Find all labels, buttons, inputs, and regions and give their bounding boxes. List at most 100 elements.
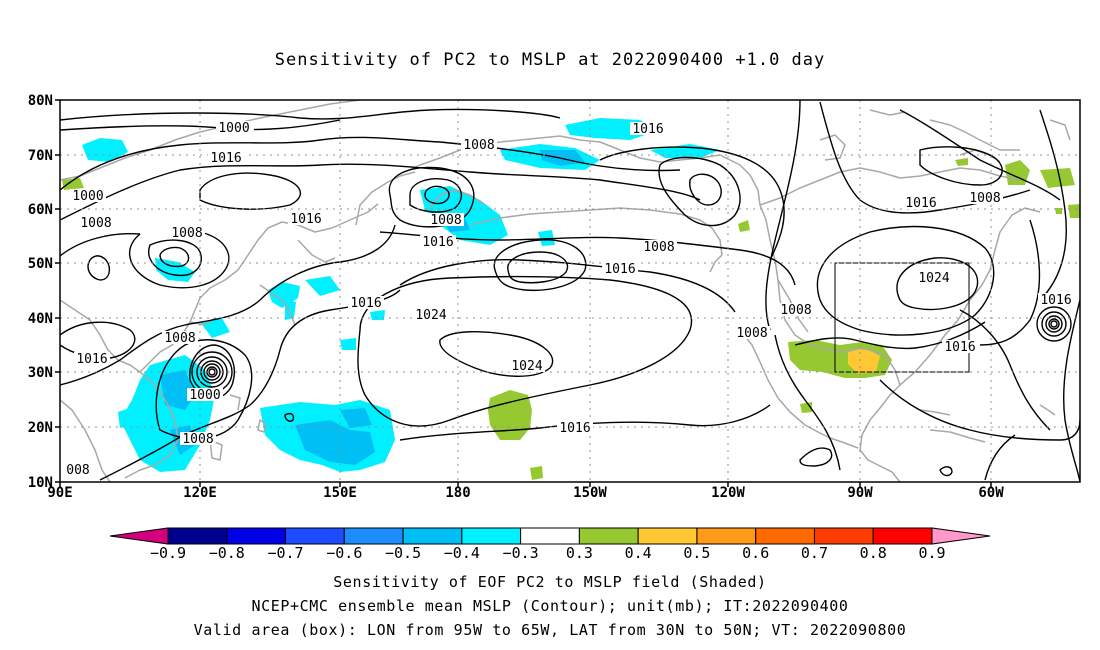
contour-label: 1016: [944, 340, 975, 355]
colorbar-swatch: [696, 527, 757, 545]
contour-label: 1024: [415, 308, 446, 323]
contour-label-bg: [216, 121, 252, 134]
contour-label: 1008: [780, 303, 811, 318]
colorbar: [109, 527, 991, 545]
colorbar-label: −0.4: [444, 544, 480, 562]
contour-label-bg: [734, 326, 770, 339]
contour-label-bg: [180, 432, 216, 445]
lat-label: 40N: [28, 311, 53, 327]
contour-label-bg: [420, 235, 456, 248]
contour-label: 1008: [736, 326, 767, 341]
lat-label: 20N: [28, 420, 53, 436]
contour-label: 1000: [218, 121, 249, 136]
contour-label: 1016: [350, 296, 381, 311]
coastlines: [60, 100, 1071, 482]
contour-label: 1008: [430, 213, 461, 228]
colorbar-label: −0.7: [267, 544, 303, 562]
lat-label: 80N: [28, 93, 53, 109]
contour-label-bg: [1038, 293, 1074, 306]
contour-label-bg: [428, 213, 464, 226]
latitude-axis: 80N 70N 60N 50N 40N 30N 20N 10N: [28, 93, 60, 491]
map-title: Sensitivity of PC2 to MSLP at 2022090400…: [274, 50, 826, 70]
caption-shading: Sensitivity of EOF PC2 to MSLP field (Sh…: [333, 573, 767, 591]
colorbar-swatch: [755, 527, 815, 545]
contour-label: 1008: [969, 191, 1000, 206]
contour-label-bg: [557, 421, 593, 434]
lon-label: 150E: [323, 485, 357, 501]
lon-label: 180: [445, 485, 470, 501]
contour-label-bg: [70, 189, 106, 202]
contour-label-bg: [942, 340, 978, 353]
contour-label: 1008: [463, 138, 494, 153]
lon-label: 150W: [573, 485, 607, 501]
colorbar-swatch: [343, 527, 404, 545]
colorbar-swatch: [637, 527, 698, 545]
colorbar-label: −0.9: [150, 544, 186, 562]
colorbar-label: 0.4: [625, 544, 652, 562]
lat-label: 60N: [28, 202, 53, 218]
contour-label-bg: [916, 271, 952, 284]
contour-label-bg: [169, 226, 205, 239]
contour-label: 1008: [80, 216, 111, 231]
contour-label: 1016: [604, 262, 635, 277]
contour-labels: 1000 1016 1000 1008 1008 1000 1008 1016 1008 1016…: [64, 121, 1074, 478]
colorbar-swatch: [226, 527, 287, 545]
colorbar-label: 0.9: [918, 544, 945, 562]
contour-label-bg: [288, 212, 324, 225]
contour-label-bg: [162, 331, 198, 344]
caption-contour: NCEP+CMC ensemble mean MSLP (Contour); u…: [251, 597, 849, 615]
contour-label-bg: [967, 191, 1003, 204]
lat-label: 70N: [28, 148, 53, 164]
contour-label-bg: [64, 463, 92, 476]
contour-label-bg: [78, 216, 114, 229]
contour-label: 1008: [164, 331, 195, 346]
colorbar-extend-right: [931, 527, 991, 545]
contour-label: 1016: [632, 122, 663, 137]
lon-label: 60W: [978, 485, 1004, 501]
contour-label: 1008: [182, 432, 213, 447]
contour-label-bg: [778, 303, 814, 316]
colorbar-swatch: [872, 527, 933, 545]
colorbar-label: −0.3: [503, 544, 539, 562]
colorbar-swatch: [813, 527, 874, 545]
colorbar-label: 0.6: [742, 544, 769, 562]
contour-label-bg: [208, 151, 244, 164]
lat-label: 50N: [28, 256, 53, 272]
contour-label: 1016: [1040, 293, 1071, 308]
contour-label: 1016: [559, 421, 590, 436]
colorbar-swatch: [461, 527, 522, 545]
contour-label-bg: [461, 138, 497, 151]
contour-label-bg: [413, 308, 449, 321]
lon-label: 90W: [847, 485, 873, 501]
lon-label: 120W: [711, 485, 745, 501]
colorbar-label: 0.5: [683, 544, 710, 562]
strong-positive-shading: [848, 348, 880, 374]
contour-label: 1016: [210, 151, 241, 166]
colorbar-swatch: [402, 527, 463, 545]
contour-label-bg: [630, 122, 666, 135]
contour-label: 1016: [76, 352, 107, 367]
lat-label: 10N: [28, 475, 53, 491]
contour-label-bg: [602, 262, 638, 275]
contour-label: 1000: [189, 388, 220, 403]
colorbar-swatch: [520, 527, 580, 545]
contour-label: 1008: [171, 226, 202, 241]
contour-label: 008: [66, 463, 89, 478]
contour-label-bg: [348, 296, 384, 309]
contour-label: 1016: [290, 212, 321, 227]
colorbar-label: 0.7: [801, 544, 828, 562]
colorbar-label: 0.3: [566, 544, 593, 562]
colorbar-swatch: [285, 527, 345, 545]
contour-label-bg: [187, 388, 223, 401]
colorbar-labels: −0.9 −0.8 −0.7 −0.6 −0.5 −0.4 −0.3 0.3 0.4 0.5 0.6…: [150, 544, 946, 562]
colorbar-swatch: [167, 527, 228, 545]
contour-label: 1016: [422, 235, 453, 250]
colorbar-label: 0.8: [860, 544, 887, 562]
contour-label: 1000: [72, 189, 103, 204]
colorbar-extend-left: [109, 527, 169, 545]
contour-label: 1016: [905, 196, 936, 211]
colorbar-label: −0.6: [326, 544, 362, 562]
colorbar-label: −0.8: [209, 544, 245, 562]
contour-label-bg: [509, 359, 545, 372]
